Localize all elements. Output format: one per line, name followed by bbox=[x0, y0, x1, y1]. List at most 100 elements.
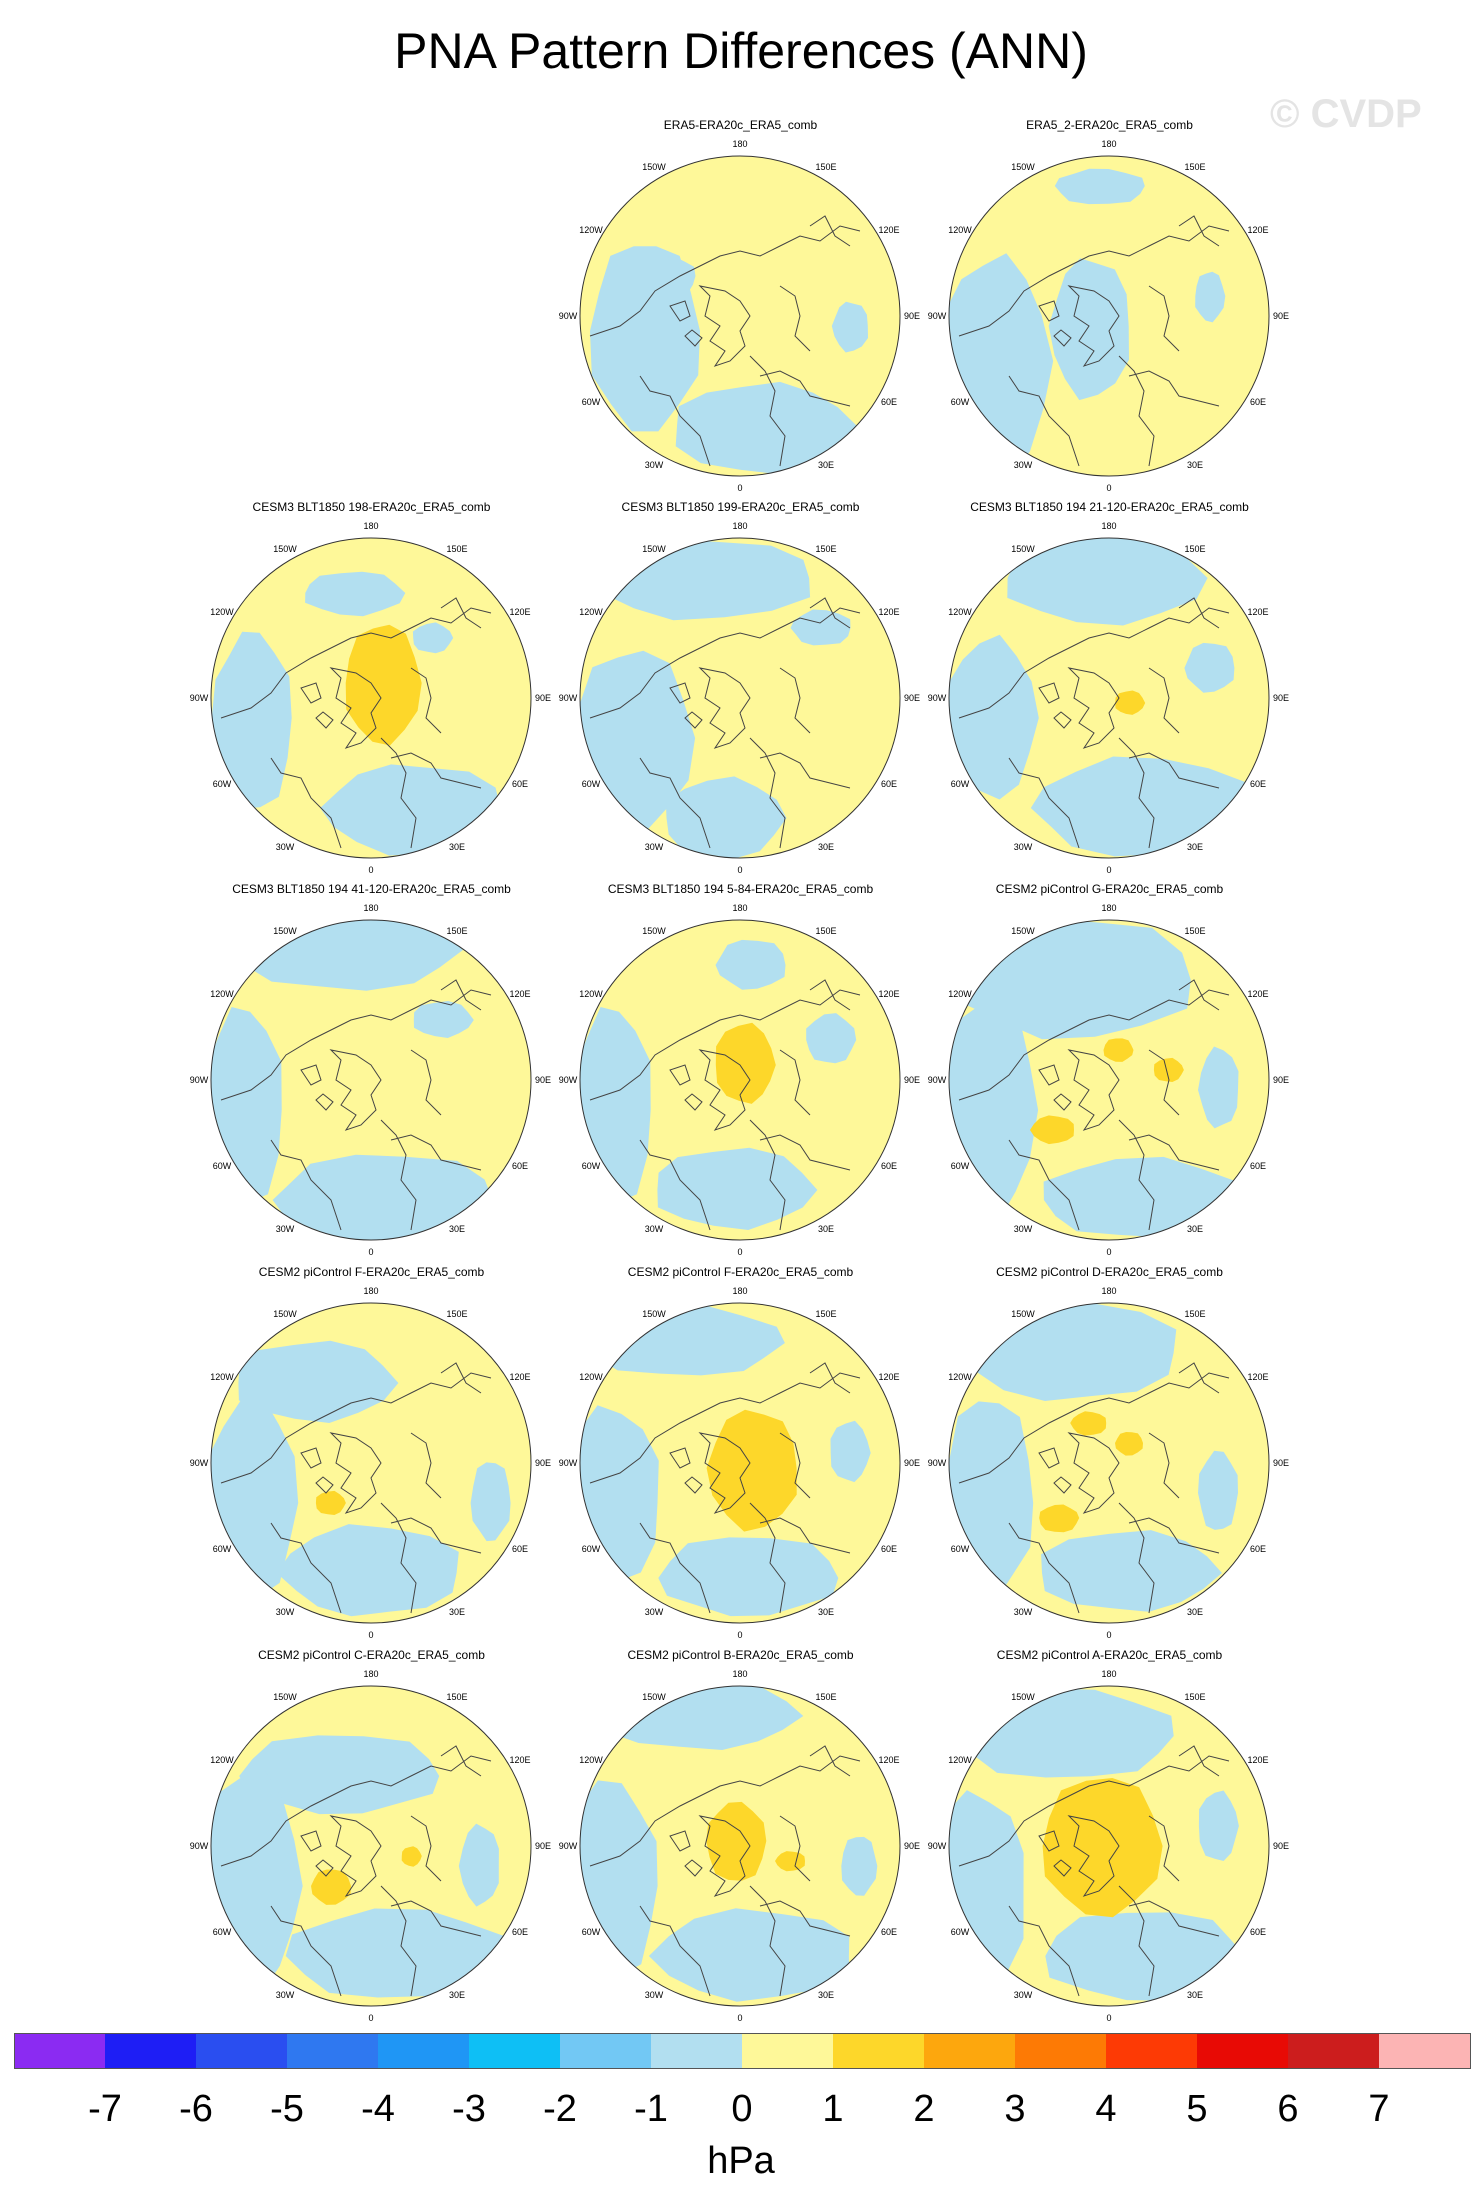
coastline bbox=[809, 979, 851, 1011]
longitude-label: 0 bbox=[1106, 2013, 1111, 2023]
longitude-label: 30W bbox=[1014, 1224, 1033, 1234]
longitude-label: 150E bbox=[1184, 162, 1205, 172]
coastline bbox=[270, 1139, 342, 1231]
polar-map: 180 150E 120E 90E 60E 30E 0 30W 60W 90W 120W 150W bbox=[928, 903, 1289, 1257]
coastline bbox=[1053, 1093, 1072, 1111]
longitude-label: 30W bbox=[645, 1990, 664, 2000]
longitude-label: 90E bbox=[1273, 1075, 1289, 1085]
longitude-label: 180 bbox=[1101, 903, 1116, 913]
longitude-label: 60E bbox=[1250, 1927, 1266, 1937]
longitude-label: 180 bbox=[1101, 521, 1116, 531]
negative-anomaly-region bbox=[675, 381, 857, 475]
longitude-label: 30W bbox=[1014, 460, 1033, 470]
longitude-label: 120E bbox=[1247, 225, 1268, 235]
coastline bbox=[1067, 285, 1120, 367]
polar-map: 180 150E 120E 90E 60E 30E 0 30W 60W 90W 120W 150W bbox=[559, 1286, 920, 1640]
map-panel: CESM2 piControl C-ERA20c_ERA5_comb 180 150… bbox=[184, 1648, 559, 2033]
colorbar-segment bbox=[105, 2033, 196, 2069]
longitude-label: 30W bbox=[1014, 842, 1033, 852]
coastline bbox=[315, 1859, 334, 1877]
longitude-label: 120W bbox=[210, 607, 234, 617]
coastline bbox=[300, 1064, 322, 1086]
colorbar-segment bbox=[924, 2033, 1015, 2069]
colorbar-tick-label: 3 bbox=[1004, 2088, 1026, 2130]
map-panel: CESM3 BLT1850 194 21-120-ERA20c_ERA5_com… bbox=[922, 500, 1297, 885]
coastline bbox=[669, 1447, 691, 1469]
map-boundary bbox=[210, 1685, 532, 2007]
longitude-label: 150E bbox=[446, 1309, 467, 1319]
longitude-label: 60W bbox=[951, 779, 970, 789]
longitude-label: 90W bbox=[559, 311, 578, 321]
polar-map: 180 150E 120E 90E 60E 30E 0 30W 60W 90W 120W 150W bbox=[559, 903, 920, 1257]
coastline bbox=[380, 1885, 417, 1997]
panel-title: CESM2 piControl B-ERA20c_ERA5_comb bbox=[627, 1648, 854, 1662]
coastline bbox=[759, 1900, 851, 1937]
negative-anomaly-region bbox=[305, 571, 406, 617]
longitude-label: 120E bbox=[878, 1755, 899, 1765]
longitude-label: 0 bbox=[1106, 1630, 1111, 1640]
longitude-label: 90W bbox=[559, 1458, 578, 1468]
colorbar-segment bbox=[287, 2033, 378, 2069]
polar-map: 180 150E 120E 90E 60E 30E 0 30W 60W 90W 120W 150W bbox=[190, 1286, 551, 1640]
longitude-label: 120W bbox=[948, 1755, 972, 1765]
longitude-label: 60E bbox=[881, 1927, 897, 1937]
figure-title: PNA Pattern Differences (ANN) bbox=[394, 23, 1088, 79]
longitude-label: 90W bbox=[928, 1458, 947, 1468]
coastline bbox=[1128, 1517, 1220, 1554]
negative-anomaly-region bbox=[1041, 1530, 1222, 1612]
strong-positive-anomaly-region bbox=[1103, 1038, 1134, 1062]
coastline bbox=[1053, 1859, 1072, 1877]
coastline bbox=[440, 1745, 482, 1777]
map-panel: CESM3 BLT1850 194 5-84-ERA20c_ERA5_comb 1… bbox=[553, 882, 928, 1267]
coastline bbox=[698, 667, 751, 749]
longitude-label: 0 bbox=[368, 1247, 373, 1257]
longitude-label: 180 bbox=[1101, 139, 1116, 149]
longitude-label: 30W bbox=[276, 1607, 295, 1617]
coastline bbox=[809, 597, 851, 629]
polar-map: 180 150E 120E 90E 60E 30E 0 30W 60W 90W 120W 150W bbox=[928, 521, 1289, 875]
panel-title: CESM3 BLT1850 194 41-120-ERA20c_ERA5_com… bbox=[232, 882, 511, 896]
longitude-label: 120W bbox=[210, 989, 234, 999]
longitude-label: 90E bbox=[1273, 1458, 1289, 1468]
coastline bbox=[1178, 215, 1220, 247]
longitude-label: 0 bbox=[737, 865, 742, 875]
strong-positive-anomaly-region bbox=[401, 1846, 422, 1867]
coastline bbox=[779, 1049, 811, 1116]
negative-anomaly-region bbox=[211, 631, 292, 809]
negative-anomaly-region bbox=[276, 1524, 459, 1617]
longitude-label: 120W bbox=[948, 1372, 972, 1382]
coastline bbox=[759, 1517, 851, 1554]
longitude-label: 90E bbox=[1273, 311, 1289, 321]
coastline bbox=[589, 225, 861, 337]
longitude-label: 30W bbox=[276, 1224, 295, 1234]
coastline bbox=[1148, 1815, 1180, 1882]
strong-positive-anomaly-region bbox=[1070, 1411, 1107, 1436]
longitude-label: 60E bbox=[1250, 397, 1266, 407]
polar-map: 180 150E 120E 90E 60E 30E 0 30W 60W 90W 120W 150W bbox=[559, 1669, 920, 2023]
longitude-label: 30E bbox=[1187, 1990, 1203, 2000]
map-panel: CESM2 piControl F-ERA20c_ERA5_comb 180 150… bbox=[553, 1265, 928, 1650]
map-boundary bbox=[579, 537, 901, 859]
coastline bbox=[759, 370, 851, 407]
coastline bbox=[639, 1522, 711, 1614]
coastline bbox=[589, 1372, 861, 1484]
polar-map: 180 150E 120E 90E 60E 30E 0 30W 60W 90W 120W 150W bbox=[559, 521, 920, 875]
colorbar-tick-label: 4 bbox=[1095, 2088, 1117, 2130]
longitude-label: 30E bbox=[449, 1607, 465, 1617]
coastline bbox=[440, 597, 482, 629]
longitude-label: 0 bbox=[1106, 483, 1111, 493]
negative-anomaly-region bbox=[412, 622, 454, 654]
longitude-label: 30W bbox=[276, 1990, 295, 2000]
colorbar-segment bbox=[1288, 2033, 1379, 2069]
panel-title: CESM2 piControl G-ERA20c_ERA5_comb bbox=[995, 882, 1224, 896]
map-boundary bbox=[210, 919, 532, 1241]
longitude-label: 30W bbox=[1014, 1607, 1033, 1617]
positive-anomaly-field bbox=[211, 920, 531, 1240]
coastline bbox=[220, 989, 492, 1101]
map-panel: CESM3 BLT1850 199-ERA20c_ERA5_comb 180 150… bbox=[553, 500, 928, 885]
polar-map: 180 150E 120E 90E 60E 30E 0 30W 60W 90W 120W 150W bbox=[559, 139, 920, 493]
coastline bbox=[958, 1372, 1230, 1484]
map-panel: CESM2 piControl D-ERA20c_ERA5_comb 180 150… bbox=[922, 1265, 1297, 1650]
negative-anomaly-region bbox=[1030, 756, 1251, 857]
map-panel: CESM3 BLT1850 194 41-120-ERA20c_ERA5_com… bbox=[184, 882, 559, 1267]
